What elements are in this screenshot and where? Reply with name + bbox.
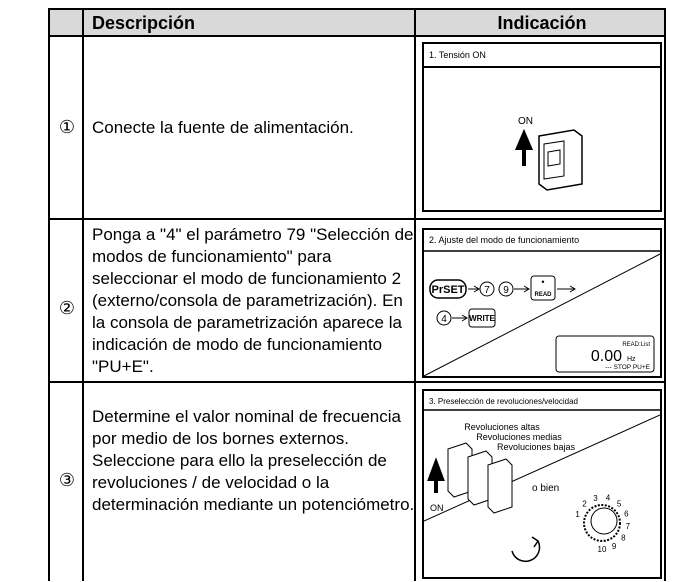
breaker-lever [543, 140, 565, 180]
key [498, 281, 514, 297]
speed-label: Revoluciones bajas [497, 442, 576, 452]
col-line [82, 10, 84, 581]
potentiometer-knob [590, 507, 618, 535]
key-label: 9 [503, 285, 509, 296]
rotate-arrow [511, 536, 541, 563]
key-label: PrSET [431, 284, 464, 296]
key-dot: • [541, 277, 544, 287]
key [468, 308, 496, 328]
panel-title: 2. Ajuste del modo de funcionamiento [429, 235, 579, 245]
speed-label: Revoluciones medias [476, 432, 562, 442]
speed-label: Revoluciones altas [464, 422, 540, 432]
dial-label: 4 [606, 494, 611, 503]
key-label: 4 [441, 314, 447, 325]
table: Descripción Indicación ① Conecte la fuen… [48, 8, 666, 581]
dial-label: 2 [582, 500, 587, 509]
panel-title: 1. Tensión ON [429, 50, 486, 60]
row-line [50, 381, 664, 383]
step-number: ② [58, 298, 76, 319]
alternative: o bien [532, 483, 559, 494]
step-number: ③ [58, 470, 76, 491]
dial-label: 1 [575, 510, 580, 519]
indication-panel: 3. Preselección de revoluciones/velocida… [422, 389, 662, 579]
dial-label: 7 [626, 522, 631, 531]
indication-panel: 1. Tensión ON ON [422, 42, 662, 212]
step-description: Conecte la fuente de alimentación. [92, 118, 354, 137]
diagonal [423, 253, 661, 377]
arrow [452, 314, 468, 322]
illustration: 3. Preselección de revoluciones/velocida… [423, 397, 661, 563]
dial-label: 6 [624, 510, 629, 519]
row-line [50, 35, 664, 37]
step-description: Determine el valor nominal de frecuencia… [92, 407, 415, 514]
illustration: 2. Ajuste del modo de funcionamiento PrS… [423, 235, 661, 377]
dial-label: 5 [617, 499, 622, 508]
key-label: WRITE [469, 314, 495, 323]
shape [487, 458, 513, 514]
dial-label: 9 [612, 542, 617, 551]
switches [447, 442, 513, 514]
dial-label: 8 [621, 534, 626, 543]
dial-label: 3 [593, 494, 598, 503]
illustration: 1. Tensión ON ON [424, 50, 660, 191]
header-description: Descripción [92, 13, 196, 33]
arrow [468, 285, 480, 293]
key-label: 7 [484, 285, 490, 296]
key [530, 275, 556, 301]
up-arrow [514, 128, 534, 166]
dial-labels: 123 456 789 10 [575, 494, 630, 554]
diagonal [423, 414, 661, 522]
switch-label: ON [518, 116, 533, 127]
display-mode: READ:List [622, 342, 650, 348]
arrow [514, 285, 530, 293]
arrow [557, 285, 576, 293]
key [429, 279, 467, 299]
col-line [414, 10, 416, 581]
display [555, 335, 655, 373]
header-row [50, 10, 664, 36]
row-line [50, 218, 664, 220]
display-status: --- STOP PU+E [605, 364, 650, 371]
indication-panel: 2. Ajuste del modo de funcionamiento PrS… [422, 228, 662, 378]
up-arrow [427, 457, 445, 493]
step-description: Ponga a "4" el parámetro 79 "Selección d… [92, 225, 414, 376]
step-number: ① [58, 117, 76, 138]
key-label: READ [534, 292, 552, 298]
display-unit: Hz [627, 356, 636, 363]
display-value: 0.00 [591, 348, 622, 365]
key [479, 281, 495, 297]
header-indication: Indicación [497, 13, 587, 33]
key [436, 310, 452, 326]
dial-label: 10 [598, 545, 607, 554]
panel-title: 3. Preselección de revoluciones/velocida… [429, 397, 578, 406]
switch-label: ON [430, 503, 444, 513]
